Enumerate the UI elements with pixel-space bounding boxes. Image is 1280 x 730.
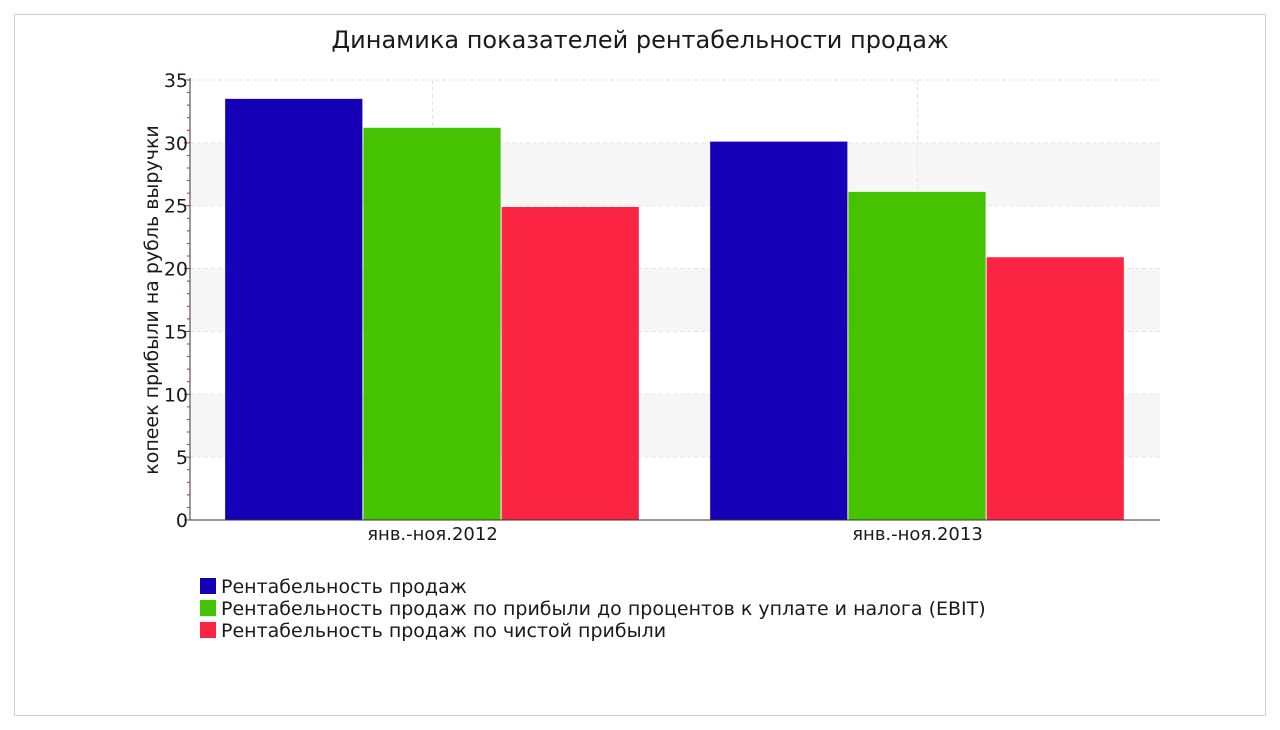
y-ticks: 0 5 10 15 20 25 30 35 bbox=[164, 70, 188, 532]
bars bbox=[225, 98, 1124, 521]
legend-swatch bbox=[200, 622, 216, 638]
y-axis-title: копеек прибыли на рубль выручки bbox=[141, 125, 163, 475]
axes bbox=[184, 78, 1160, 521]
legend-label: Рентабельность продаж по прибыли до проц… bbox=[221, 598, 986, 620]
legend-swatch bbox=[200, 578, 216, 594]
y-tick-label: 25 bbox=[164, 196, 188, 218]
x-category-labels: янв.-ноя.2012 янв.-ноя.2013 bbox=[367, 524, 983, 545]
y-tick-label: 30 bbox=[164, 133, 188, 155]
legend-swatch bbox=[200, 600, 216, 616]
x-category-label: янв.-ноя.2013 bbox=[852, 524, 983, 545]
y-tick-label: 35 bbox=[164, 70, 188, 92]
bar bbox=[986, 257, 1124, 520]
y-tick-label: 0 bbox=[176, 510, 188, 532]
legend-label: Рентабельность продаж bbox=[221, 576, 467, 598]
bar bbox=[710, 141, 848, 520]
chart-title: Динамика показателей рентабельности прод… bbox=[331, 26, 948, 54]
y-tick-label: 15 bbox=[164, 321, 188, 343]
legend-label: Рентабельность продаж по чистой прибыли bbox=[221, 620, 666, 642]
y-tick-label: 10 bbox=[164, 384, 188, 406]
y-tick-label: 5 bbox=[176, 447, 188, 469]
bar bbox=[225, 98, 363, 520]
x-category-label: янв.-ноя.2012 bbox=[367, 524, 498, 545]
bar bbox=[363, 127, 501, 521]
bar bbox=[501, 206, 639, 520]
bar bbox=[848, 191, 986, 520]
y-tick-label: 20 bbox=[164, 259, 188, 281]
